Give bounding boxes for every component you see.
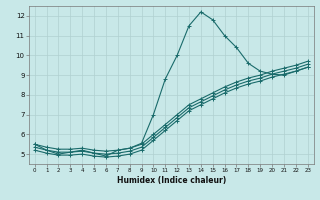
X-axis label: Humidex (Indice chaleur): Humidex (Indice chaleur) — [116, 176, 226, 185]
